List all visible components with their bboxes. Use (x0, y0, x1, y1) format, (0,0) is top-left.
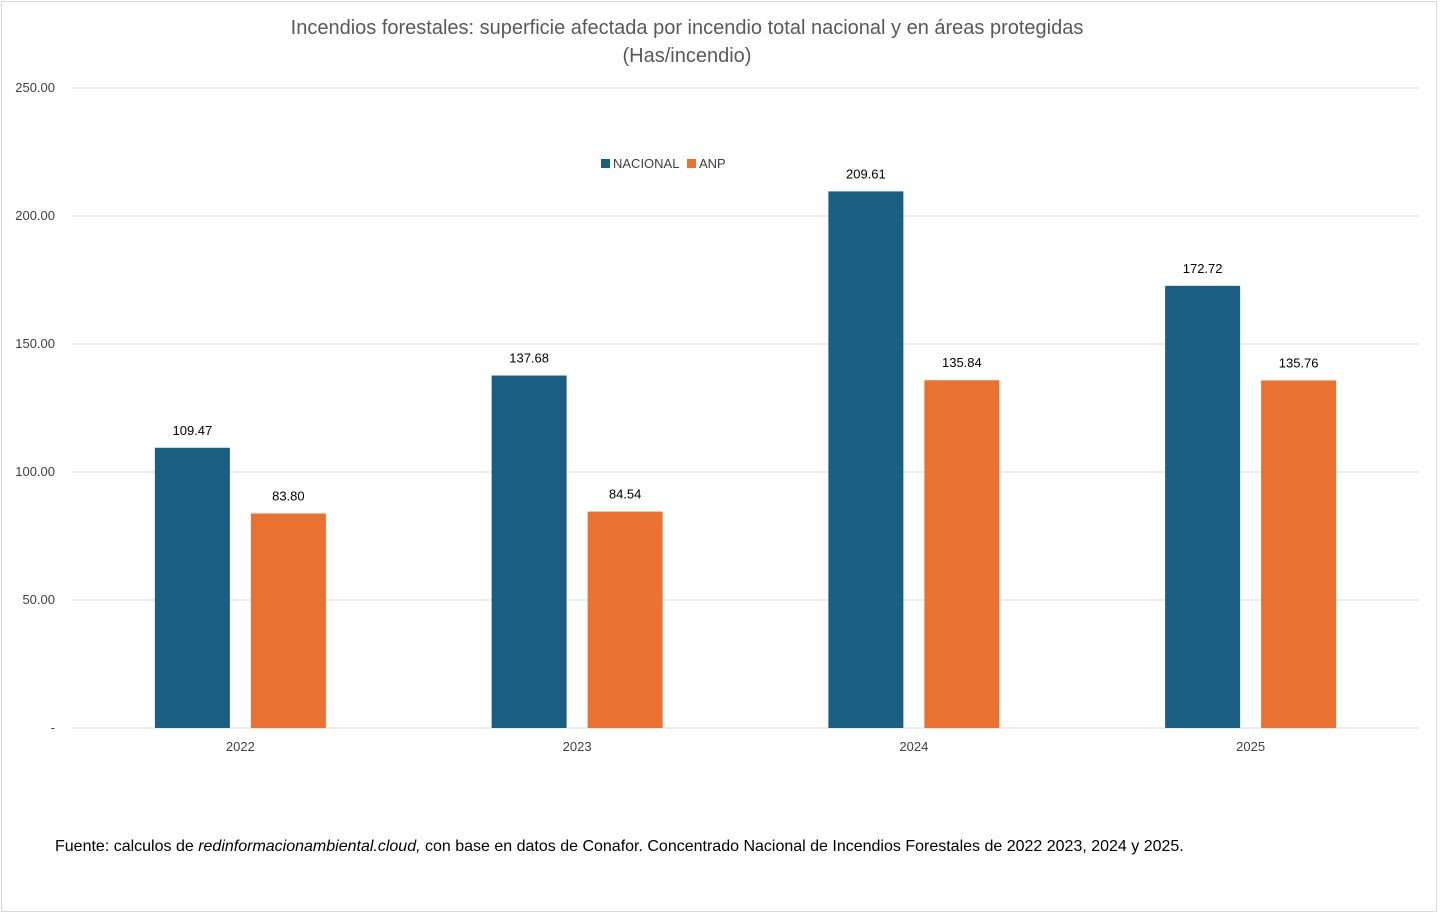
x-tick-label: 2025 (1236, 739, 1265, 754)
bar-nacional (491, 375, 567, 728)
data-label: 83.80 (272, 488, 305, 503)
y-tick-label: 50.00 (22, 592, 55, 607)
y-tick-label: - (51, 720, 55, 735)
data-label: 84.54 (609, 487, 642, 502)
y-tick-label: 150.00 (15, 336, 55, 351)
data-label: 209.61 (846, 166, 886, 181)
source-prefix: Fuente: calculos de (55, 838, 199, 855)
y-tick-label: 200.00 (15, 208, 55, 223)
legend-label-anp: ANP (699, 156, 726, 171)
data-label: 135.76 (1279, 355, 1319, 370)
x-tick-label: 2024 (899, 739, 928, 754)
bar-nacional (154, 447, 230, 728)
x-tick-label: 2022 (226, 739, 255, 754)
source-note: Fuente: calculos de redinformacionambien… (55, 838, 1184, 856)
chart-subtitle: (Has/incendio) (622, 45, 752, 67)
data-label: 135.84 (942, 355, 982, 370)
legend-swatch-nacional (601, 159, 610, 168)
bar-nacional (828, 191, 904, 728)
x-tick-label: 2023 (563, 739, 592, 754)
source-suffix: con base en datos de Conafor. Concentrad… (420, 838, 1184, 855)
bar-anp (587, 511, 663, 728)
chart-title: Incendios forestales: superficie afectad… (290, 17, 1084, 39)
y-tick-label: 250.00 (15, 80, 55, 95)
chart-title-block: Incendios forestales: superficie afectad… (0, 14, 1374, 70)
bar-anp (250, 513, 326, 728)
bar-anp (924, 380, 1000, 728)
data-label: 172.72 (1183, 261, 1223, 276)
data-label: 137.68 (509, 351, 549, 366)
y-tick-label: 100.00 (15, 464, 55, 479)
data-label: 109.47 (172, 423, 212, 438)
bar-nacional (1165, 285, 1241, 728)
legend-label-nacional: NACIONAL (613, 156, 679, 171)
legend-swatch-anp (687, 159, 696, 168)
bar-anp (1261, 380, 1337, 728)
source-site: redinformacionambiental.cloud, (198, 838, 421, 855)
